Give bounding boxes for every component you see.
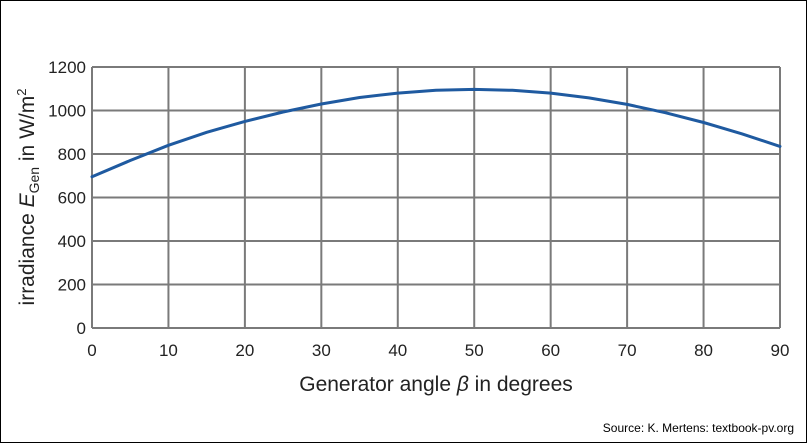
- x-tick-label: 60: [541, 341, 560, 360]
- x-tick-label: 20: [235, 341, 254, 360]
- y-tick-label: 1200: [48, 58, 86, 77]
- x-tick-label: 40: [388, 341, 407, 360]
- y-axis-title: irradiance EGen in W/m2: [14, 89, 42, 306]
- x-tick-label: 50: [465, 341, 484, 360]
- y-tick-label: 800: [58, 145, 86, 164]
- y-tick-label: 0: [77, 319, 86, 338]
- y-tick-label: 1000: [48, 102, 86, 121]
- y-tick-label: 400: [58, 232, 86, 251]
- y-tick-label: 600: [58, 189, 86, 208]
- y-tick-labels: 0 200 400 600 800 1000 1200: [48, 58, 86, 338]
- source-credit: Source: K. Mertens: textbook-pv.org: [603, 421, 794, 435]
- x-tick-label: 80: [694, 341, 713, 360]
- grid-lines: [91, 66, 781, 329]
- irradiance-series-line: [90, 87, 782, 179]
- x-tick-label: 90: [771, 341, 790, 360]
- x-tick-label: 70: [618, 341, 637, 360]
- series-group: [90, 87, 782, 179]
- y-tick-label: 200: [58, 276, 86, 295]
- x-axis-title: Generator angle β in degrees: [299, 373, 573, 396]
- x-tick-label: 10: [159, 341, 178, 360]
- x-tick-label: 0: [87, 341, 96, 360]
- x-tick-label: 30: [312, 341, 331, 360]
- x-tick-labels: 0 10 20 30 40 50 60 70 80 90: [87, 341, 789, 360]
